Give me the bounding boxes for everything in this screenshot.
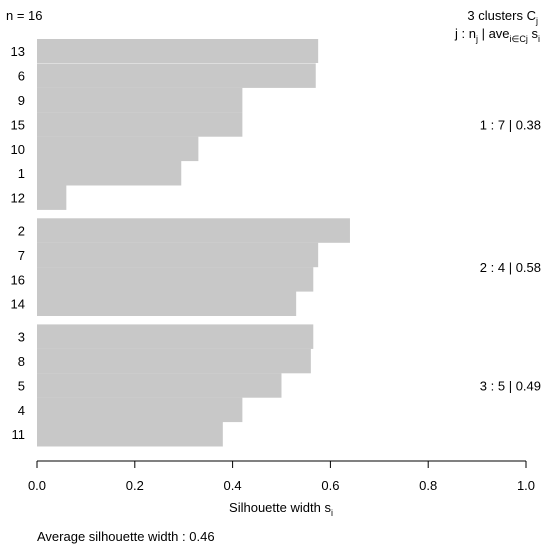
observation-labels: 13 6 9 15 10 1 12 2 7 16 14 3 8 5 4 11 (11, 44, 25, 442)
clusters-header-line1: 3 clusters C (467, 8, 536, 23)
silhouette-bars (37, 39, 350, 447)
silhouette-bar (37, 422, 223, 447)
observation-label: 12 (11, 191, 25, 206)
x-tick-label: 0.4 (224, 478, 242, 493)
cluster-summary: 2 : 4 | 0.58 (480, 260, 541, 275)
header-j-sub: j (475, 34, 478, 44)
average-silhouette-width: Average silhouette width : 0.46 (37, 529, 215, 544)
observation-label: 2 (18, 224, 25, 239)
silhouette-bar (37, 39, 319, 63)
observation-label: 4 (18, 403, 25, 418)
observation-label: 7 (18, 248, 25, 263)
x-tick-label: 1.0 (517, 478, 535, 493)
silhouette-bar (37, 267, 314, 292)
header-s-sub: i (538, 34, 540, 44)
header-s: s (528, 26, 539, 41)
svg-text:j : nj | avei∈Cj si: j : nj | avei∈Cj si (454, 26, 540, 44)
silhouette-bar (37, 136, 199, 162)
silhouette-bar (37, 218, 350, 243)
x-axis-title-main: Silhouette width s (229, 500, 331, 515)
svg-text:3 clusters Cj: 3 clusters Cj (467, 8, 538, 26)
observation-label: 15 (11, 117, 25, 132)
observation-label: 13 (11, 44, 25, 59)
silhouette-bar (37, 63, 316, 88)
x-axis: 0.0 0.2 0.4 0.6 0.8 1.0 (28, 460, 535, 493)
header-ave: | ave (478, 26, 510, 41)
silhouette-bar (37, 242, 319, 268)
observation-label: 10 (11, 142, 25, 157)
sample-size-label: n = 16 (6, 8, 43, 23)
observation-label: 5 (18, 378, 25, 393)
silhouette-bar (37, 87, 243, 113)
silhouette-bar (37, 185, 67, 210)
silhouette-bar (37, 291, 297, 316)
observation-label: 6 (18, 69, 25, 84)
clusters-header: 3 clusters Cj j : nj | avei∈Cj si (454, 8, 540, 44)
observation-label: 3 (18, 330, 25, 345)
silhouette-bar (37, 324, 314, 349)
observation-label: 9 (18, 93, 25, 108)
cluster-summary: 1 : 7 | 0.38 (480, 117, 541, 132)
x-axis-title-sub: i (331, 508, 333, 518)
silhouette-bar (37, 373, 282, 398)
observation-label: 8 (18, 354, 25, 369)
x-tick-label: 0.8 (419, 478, 437, 493)
silhouette-bar (37, 112, 243, 137)
cluster-summary: 3 : 5 | 0.49 (480, 378, 541, 393)
cluster-summaries: 1 : 7 | 0.38 2 : 4 | 0.58 3 : 5 | 0.49 (480, 117, 541, 393)
observation-label: 16 (11, 272, 25, 287)
x-tick-label: 0.6 (321, 478, 339, 493)
observation-label: 11 (12, 427, 26, 442)
silhouette-bar (37, 397, 243, 423)
x-axis-title: Silhouette width si (229, 500, 333, 518)
silhouette-bar (37, 161, 182, 186)
x-tick-label: 0.2 (126, 478, 144, 493)
observation-label: 14 (11, 297, 25, 312)
silhouette-bar (37, 348, 311, 374)
clusters-header-line1-sub: j (535, 16, 538, 26)
x-tick-label: 0.0 (28, 478, 46, 493)
observation-label: 1 (18, 166, 25, 181)
header-ave-sub: i∈Cj (510, 34, 528, 44)
header-j-n: j : n (454, 26, 476, 41)
